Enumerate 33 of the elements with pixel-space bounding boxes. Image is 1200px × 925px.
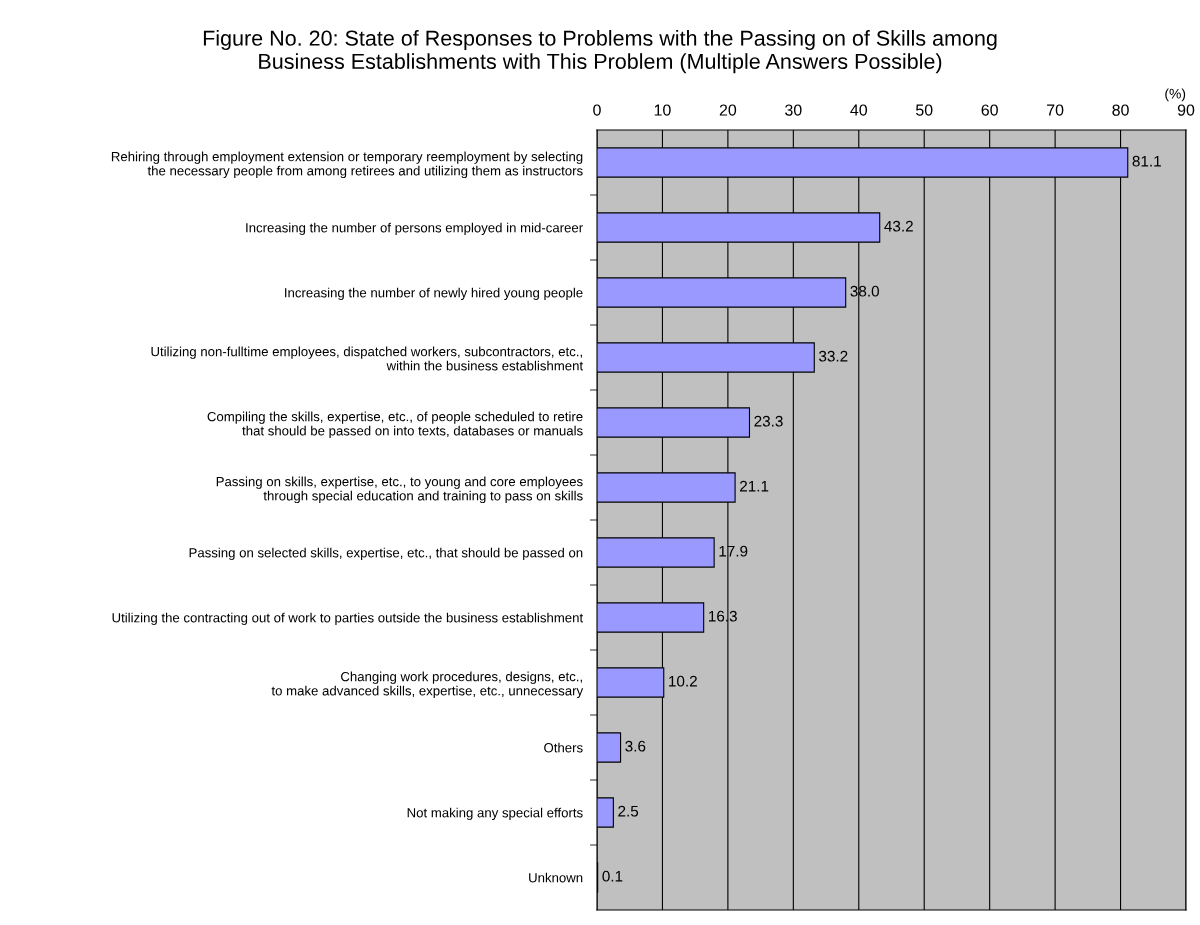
x-tick-label: 0 [593, 104, 601, 116]
data-label: 43.2 [884, 220, 913, 232]
y-tick-label: Compiling the skills, expertise, etc., of people scheduled to retire that should be passed on into texts, databases or manuals [207, 411, 583, 439]
y-tick-label: Not making any special efforts [407, 807, 583, 821]
x-tick-label: 40 [850, 104, 868, 116]
data-label: 10.2 [669, 675, 697, 687]
x-tick-label: 30 [785, 104, 802, 116]
y-tick-label: Passing on skills, expertise, etc., to young and core employees through special education and training to pass on skills [216, 476, 583, 504]
y-tick-label: Unknown [529, 872, 583, 883]
y-tick-label: Utilizing non-fulltime employees, dispatched workers, subcontractors, etc., within the business establishment [151, 346, 584, 371]
data-label: 33.2 [819, 350, 848, 362]
x-axis-title: (%) [1165, 88, 1186, 102]
data-label: 23.3 [754, 415, 783, 427]
x-tick-label: 20 [719, 104, 737, 116]
y-tick-label: Utilizing the contracting out of work to parties outside the business establishment [112, 612, 584, 626]
y-tick-label: Increasing the number of persons employed in mid-career [246, 222, 583, 236]
chart-title: Figure No. 20: State of Responses to Problems with the Passing on of Skills among Business Establishments with This Problem (Multiple Answers Possible) [203, 30, 997, 74]
y-tick-label: Passing on selected skills, expertise, etc., that should be passed on [189, 547, 583, 561]
data-label: 3.6 [625, 740, 646, 752]
data-label: 0.1 [602, 870, 623, 882]
x-tick-label: 10 [654, 104, 671, 116]
x-tick-label: 50 [915, 104, 933, 116]
x-tick-label: 90 [1177, 104, 1195, 116]
y-tick-label: Rehiring through employment extension or temporary reemployment by selecting the necessary people from among retirees and utilizing them as instructors [111, 151, 583, 179]
x-tick-label: 60 [981, 104, 998, 116]
data-label: 2.5 [618, 805, 639, 817]
y-tick-label: Changing work procedures, designs, etc., to make advanced skills, expertise, etc., unnecessary [271, 671, 584, 699]
y-tick-label: Others [544, 742, 583, 753]
data-label: 21.1 [740, 480, 769, 492]
x-tick-label: 70 [1047, 104, 1064, 116]
y-tick-label: Increasing the number of newly hired young people [285, 287, 583, 301]
x-tick-label: 80 [1112, 104, 1129, 116]
data-label: 81.1 [1132, 155, 1161, 167]
